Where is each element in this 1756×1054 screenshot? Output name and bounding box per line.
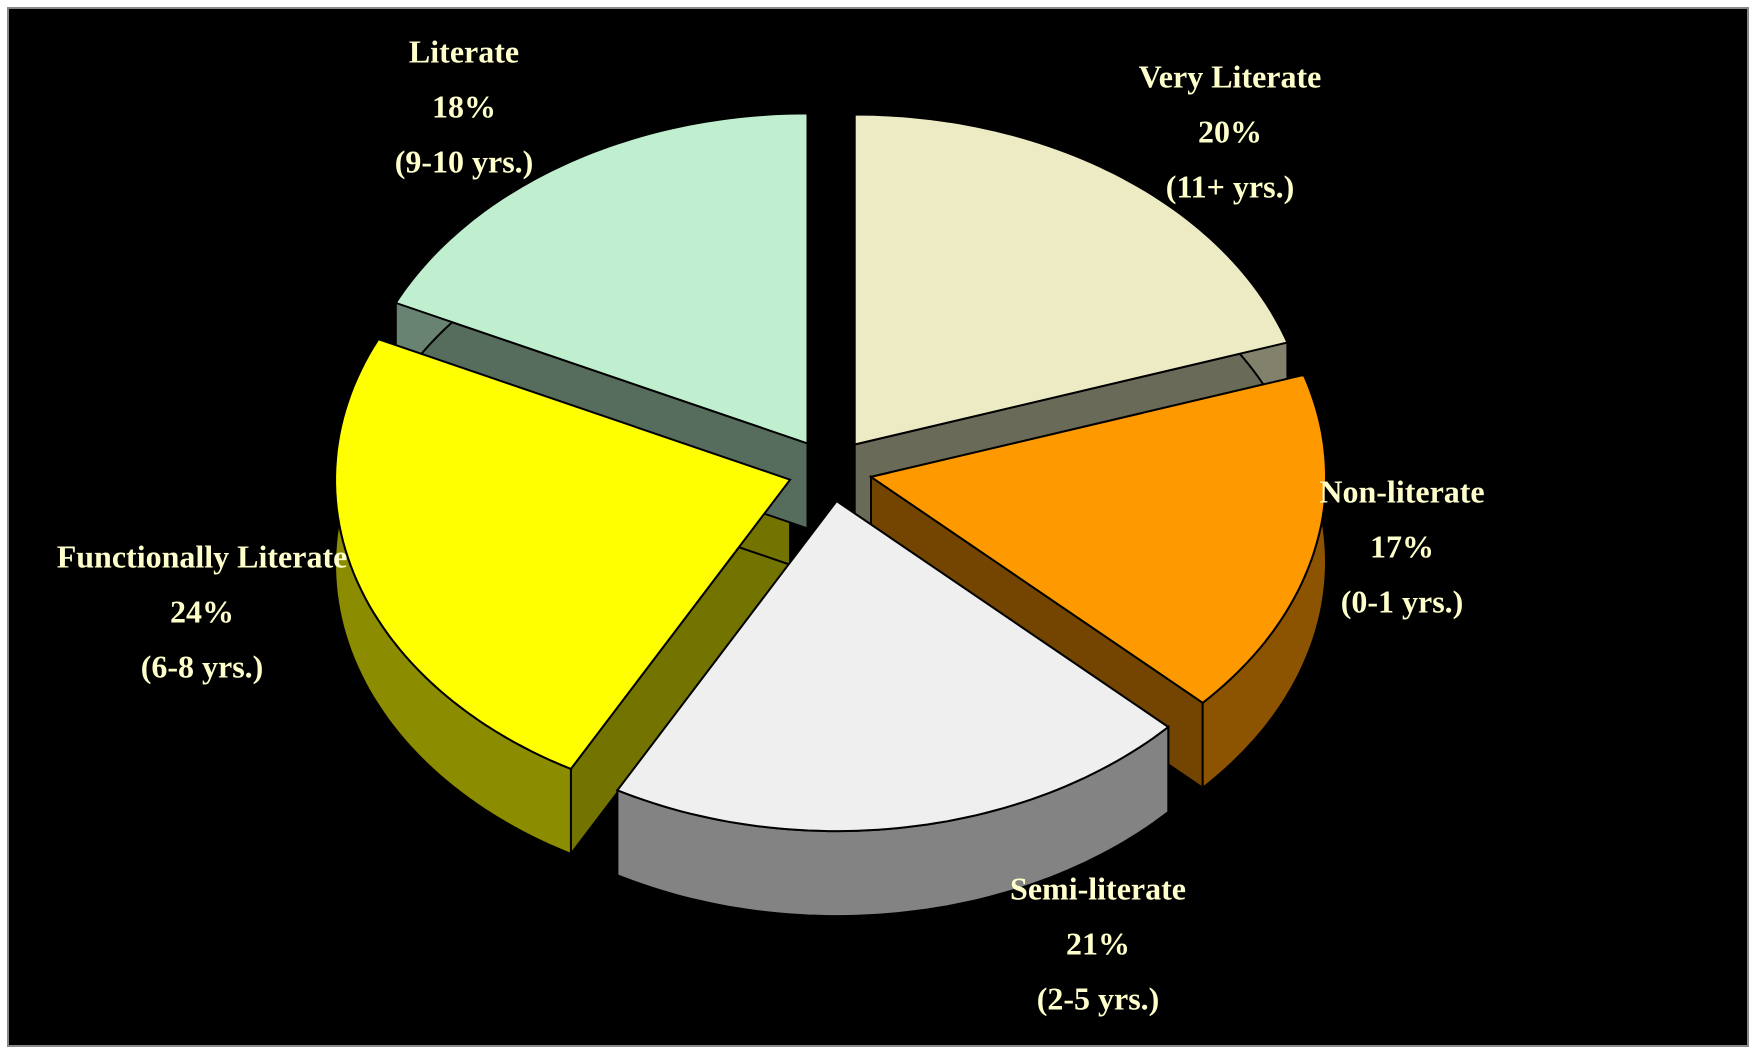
slice [334,337,792,771]
slice [853,113,1289,446]
slice-value-label: 18% [432,88,496,124]
slice-value-label: 17% [1370,528,1434,564]
slice-label: Very Literate [1139,58,1322,94]
slice-label: Semi-literate [1010,870,1186,906]
slice-years-label: (6-8 yrs.) [141,648,264,684]
slice-years-label: (2-5 yrs.) [1037,980,1160,1016]
slice-label: Literate [409,33,519,69]
slice-label: Functionally Literate [57,538,348,574]
slice [615,499,1171,833]
slice [394,112,809,445]
slice-label: Non-literate [1319,473,1484,509]
slice-years-label: (0-1 yrs.) [1341,583,1464,619]
slice [868,373,1327,705]
slice-value-label: 21% [1066,925,1130,961]
slice-value-label: 20% [1198,113,1262,149]
slice-years-label: (9-10 yrs.) [395,143,534,179]
slice-value-label: 24% [170,593,234,629]
slice-years-label: (11+ yrs.) [1166,168,1294,204]
